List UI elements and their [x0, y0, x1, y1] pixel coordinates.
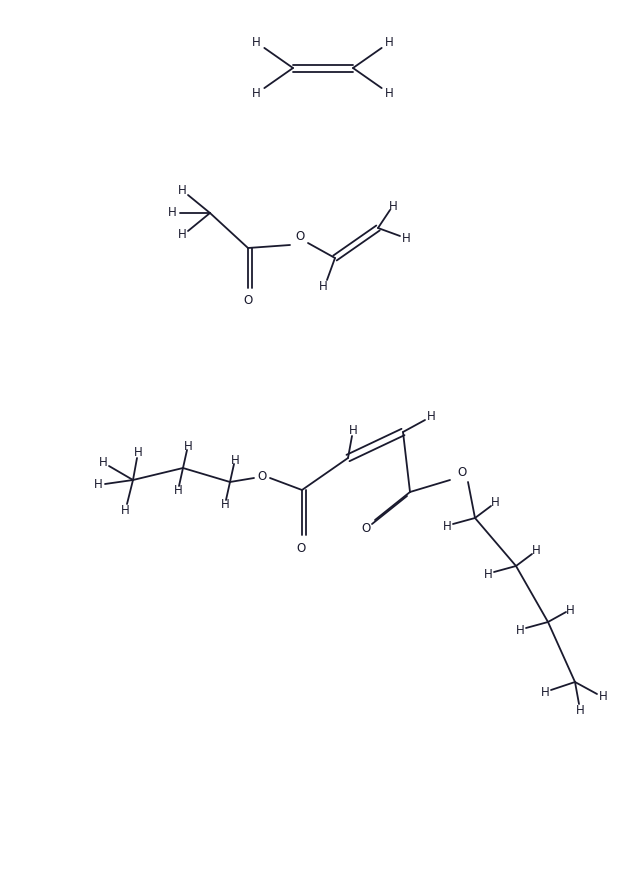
- Text: H: H: [231, 454, 239, 467]
- Text: H: H: [516, 624, 525, 637]
- Text: H: H: [174, 484, 183, 497]
- Text: H: H: [221, 498, 230, 511]
- Text: H: H: [94, 478, 102, 491]
- Text: H: H: [252, 37, 260, 49]
- Text: O: O: [361, 521, 370, 534]
- Text: H: H: [575, 703, 584, 717]
- Text: H: H: [134, 446, 142, 458]
- Text: O: O: [257, 470, 267, 483]
- Text: H: H: [388, 200, 397, 213]
- Text: H: H: [177, 229, 186, 242]
- Text: O: O: [457, 465, 467, 478]
- Text: H: H: [349, 423, 358, 436]
- Text: H: H: [177, 185, 186, 197]
- Text: H: H: [98, 456, 107, 469]
- Text: H: H: [385, 37, 394, 49]
- Text: H: H: [532, 545, 540, 557]
- Text: O: O: [243, 293, 253, 307]
- Text: H: H: [385, 87, 394, 100]
- Text: H: H: [599, 690, 608, 703]
- Text: H: H: [484, 568, 493, 581]
- Text: H: H: [442, 519, 451, 533]
- Text: H: H: [184, 440, 192, 453]
- Text: H: H: [491, 497, 500, 510]
- Text: H: H: [252, 87, 260, 100]
- Text: O: O: [295, 230, 305, 244]
- Text: H: H: [426, 411, 435, 423]
- Text: H: H: [402, 231, 410, 244]
- Text: O: O: [296, 541, 305, 555]
- Text: H: H: [566, 604, 574, 617]
- Text: H: H: [541, 686, 549, 698]
- Text: H: H: [319, 279, 327, 293]
- Text: H: H: [121, 504, 129, 517]
- Text: H: H: [168, 207, 176, 220]
